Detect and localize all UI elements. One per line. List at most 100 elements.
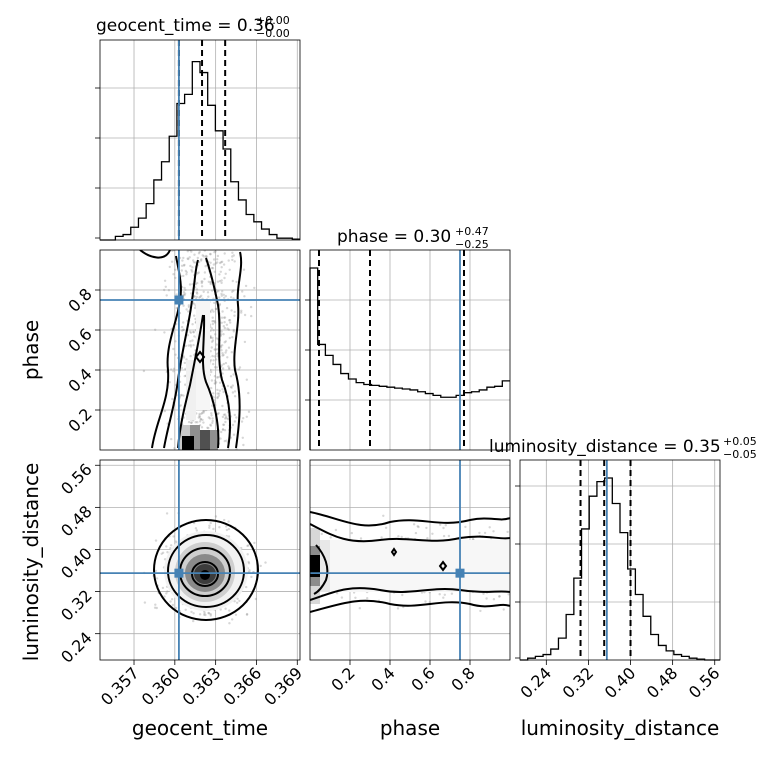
sample-point (233, 395, 237, 398)
y-ticks (515, 485, 520, 659)
truth-marker (174, 568, 184, 578)
sample-point (382, 514, 385, 517)
sample-point (181, 259, 184, 262)
sample-point (245, 613, 249, 616)
sample-point (225, 439, 228, 442)
sample-point (172, 367, 176, 370)
sample-point (450, 592, 454, 595)
sample-point (163, 279, 167, 282)
sample-point (182, 394, 185, 397)
title-plus-geocent-time: +0.00 (256, 14, 290, 27)
sample-point (212, 527, 215, 531)
sample-point (153, 606, 157, 609)
sample-point (246, 553, 249, 556)
sample-point (226, 384, 230, 388)
contour-top (139, 250, 171, 259)
sample-point (245, 378, 248, 381)
sample-point (166, 590, 169, 593)
sample-point (188, 256, 191, 259)
sample-point (228, 336, 231, 340)
sample-point (211, 339, 215, 342)
sample-point (216, 396, 219, 400)
sample-point (220, 261, 223, 264)
sample-point (184, 288, 187, 292)
sample-point (208, 524, 211, 527)
sample-point (207, 611, 210, 615)
sample-point (195, 291, 198, 294)
sample-point (219, 270, 222, 273)
sample-point (211, 417, 214, 420)
sample-point (183, 292, 187, 295)
sample-point (195, 288, 199, 291)
sample-point (223, 429, 227, 432)
sample-point (204, 265, 207, 268)
sample-point (231, 251, 234, 254)
sample-point (184, 383, 187, 386)
sample-point (220, 260, 224, 263)
sample-point (218, 279, 222, 283)
sample-point (209, 252, 212, 256)
contour-middle (163, 257, 231, 449)
sample-point (240, 311, 243, 314)
sample-point (183, 361, 186, 365)
sample-point (211, 354, 214, 358)
sample-point (210, 340, 214, 343)
sample-point (201, 280, 204, 283)
sample-point (214, 307, 218, 311)
sample-point (247, 560, 250, 564)
sample-point (210, 386, 213, 390)
sample-point (336, 592, 339, 595)
sample-point (210, 414, 213, 417)
sample-point (193, 302, 196, 305)
sample-point (189, 354, 192, 358)
sample-point (223, 296, 226, 299)
sample-point (183, 374, 186, 378)
sample-point (359, 537, 363, 540)
sample-point (225, 528, 229, 532)
sample-point (213, 355, 216, 358)
sample-point (215, 337, 218, 340)
sample-point (220, 349, 223, 352)
truth-marker (174, 295, 184, 305)
sample-point (192, 330, 195, 334)
sample-point (320, 532, 323, 536)
sample-point (213, 348, 216, 351)
y-tick-label: 0.4 (64, 364, 95, 395)
sample-point (209, 423, 212, 426)
sample-point (232, 373, 235, 376)
sample-point (187, 420, 191, 424)
sample-point (219, 333, 223, 336)
sample-point (247, 391, 250, 395)
x-axis-label-geocent-time: geocent_time (132, 716, 268, 740)
sample-point (165, 512, 169, 515)
sample-point (188, 283, 192, 286)
sample-point (231, 290, 234, 293)
sample-point (193, 314, 196, 317)
sample-point (217, 394, 221, 397)
density-cells (164, 531, 248, 611)
sample-point (193, 295, 196, 298)
x-ticks-phase: 0.2 0.4 0.6 0.8 (327, 660, 479, 695)
sample-point (179, 404, 182, 407)
sample-point (181, 329, 184, 332)
sample-point (236, 597, 239, 600)
sample-point (507, 593, 510, 596)
quantile-lines (177, 40, 227, 240)
contour-middle-bottom (310, 587, 510, 601)
sample-point (222, 362, 225, 366)
sample-point (334, 528, 338, 532)
sample-point (173, 447, 176, 450)
contour-outer (151, 251, 243, 449)
sample-point (210, 327, 213, 330)
sample-point (401, 593, 404, 597)
sample-point (160, 552, 163, 555)
sample-point (217, 412, 220, 415)
sample-point (220, 364, 223, 367)
sample-point (221, 428, 225, 431)
sample-point (220, 281, 223, 285)
sample-point (190, 268, 193, 272)
sample-point (221, 367, 225, 370)
sample-point (215, 352, 219, 356)
quantile-lines (318, 250, 465, 450)
histogram-phase (309, 267, 510, 450)
